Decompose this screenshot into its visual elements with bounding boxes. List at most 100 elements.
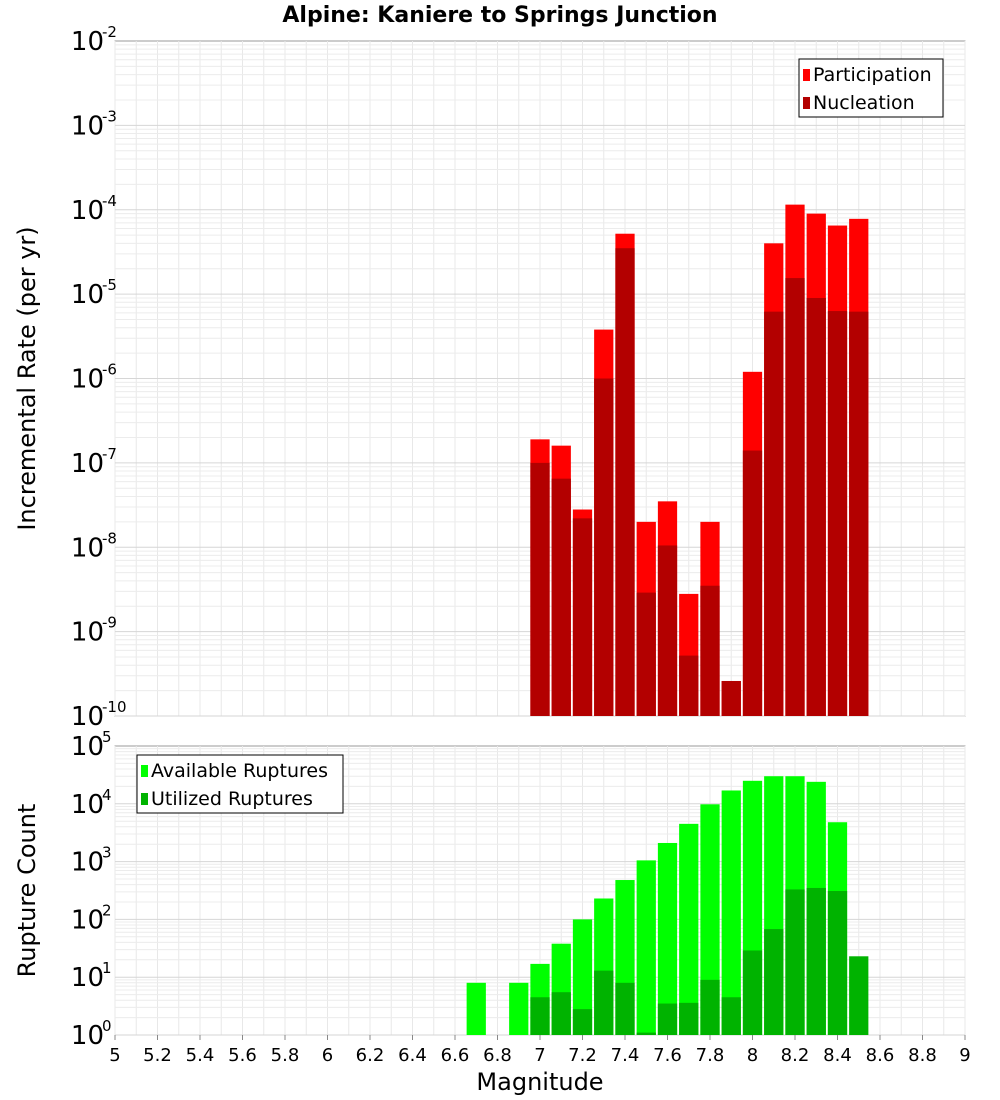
- bar-utilized-ruptures: [849, 956, 869, 1035]
- y-tick-label: 10: [71, 27, 104, 57]
- x-tick-label: 8.4: [823, 1045, 852, 1066]
- y-tick-label: 10: [71, 905, 104, 935]
- rupture-legend-box: [136, 754, 344, 814]
- chart-title: Alpine: Kaniere to Springs Junction: [282, 3, 717, 28]
- legend-swatch-available: [141, 765, 148, 777]
- bar-available-ruptures: [679, 823, 699, 1035]
- legend-swatch-utilized: [141, 793, 148, 805]
- bar-nucleation: [572, 518, 593, 716]
- bar-available-ruptures: [572, 919, 593, 1035]
- legend-label-utilized: Utilized Ruptures: [151, 788, 313, 810]
- magnitude-x-ticks: 5 5.2 5.4 5.6 5.8 6 6.2 6.4 6.6 6.8 7 7.2 7.4 7.6 7.8 8…: [109, 1035, 971, 1066]
- y-tick-exponent: 1: [102, 959, 112, 977]
- x-tick-label: 6.8: [483, 1045, 512, 1066]
- bar-nucleation: [785, 278, 805, 716]
- legend-label-available: Available Ruptures: [151, 760, 328, 782]
- y-tick-exponent: -10: [102, 698, 127, 716]
- bar-utilized-ruptures: [700, 979, 720, 1035]
- x-tick-label: 8: [747, 1045, 758, 1066]
- bar-utilized-ruptures: [551, 992, 571, 1035]
- bar-nucleation: [721, 680, 741, 716]
- x-tick-label: 7: [534, 1045, 545, 1066]
- x-tick-label: 7.8: [696, 1045, 725, 1066]
- bar-nucleation: [742, 450, 763, 716]
- x-tick-label: 6.6: [441, 1045, 470, 1066]
- bar-available-ruptures: [657, 842, 678, 1035]
- x-tick-label: 8.2: [781, 1045, 810, 1066]
- y-tick-label: 10: [71, 732, 104, 762]
- bar-nucleation: [594, 378, 614, 716]
- y-tick-exponent: -6: [102, 361, 117, 379]
- bar-nucleation: [551, 478, 571, 716]
- y-tick-exponent: 5: [102, 728, 112, 746]
- bar-utilized-ruptures: [615, 982, 635, 1035]
- legend-swatch-participation: [803, 69, 810, 81]
- y-tick-label: 10: [71, 963, 104, 993]
- x-tick-label: 9: [959, 1045, 970, 1066]
- bar-available-ruptures: [721, 790, 741, 1035]
- y-tick-label: 10: [71, 848, 104, 878]
- y-tick-exponent: -8: [102, 529, 117, 547]
- rate-legend: Participation Nucleation: [798, 58, 944, 118]
- y-tick-exponent: -5: [102, 276, 117, 294]
- y-tick-label: 10: [71, 790, 104, 820]
- y-tick-label: 10: [71, 196, 104, 226]
- bar-nucleation: [806, 297, 826, 716]
- bar-available-ruptures: [700, 804, 720, 1035]
- rate-legend-box: [798, 58, 944, 118]
- x-tick-label: 6.2: [356, 1045, 385, 1066]
- x-tick-label: 5.8: [271, 1045, 300, 1066]
- bar-nucleation: [636, 592, 656, 716]
- bar-nucleation: [700, 585, 720, 716]
- bar-utilized-ruptures: [806, 887, 826, 1035]
- y-tick-exponent: -7: [102, 445, 117, 463]
- legend-label-participation: Participation: [813, 64, 932, 86]
- y-tick-exponent: -9: [102, 614, 117, 632]
- x-tick-label: 7.2: [568, 1045, 597, 1066]
- x-tick-label: 8.6: [866, 1045, 895, 1066]
- bar-utilized-ruptures: [530, 997, 550, 1035]
- bar-available-ruptures: [636, 860, 656, 1035]
- x-tick-label: 6.4: [398, 1045, 427, 1066]
- x-tick-label: 8.8: [908, 1045, 937, 1066]
- y-tick-label: 10: [71, 280, 104, 310]
- y-tick-label: 10: [71, 1021, 104, 1051]
- x-tick-label: 5.6: [228, 1045, 257, 1066]
- y-tick-label: 10: [71, 533, 104, 563]
- bar-utilized-ruptures: [636, 1032, 656, 1035]
- bar-utilized-ruptures: [742, 950, 763, 1035]
- y-tick-label: 10: [71, 702, 104, 732]
- bar-utilized-ruptures: [827, 890, 848, 1035]
- x-tick-label: 6: [322, 1045, 333, 1066]
- y-tick-exponent: -3: [102, 107, 117, 125]
- bar-available-ruptures: [466, 982, 486, 1035]
- bar-utilized-ruptures: [594, 970, 614, 1035]
- x-tick-label: 7.4: [611, 1045, 640, 1066]
- x-tick-label: 5.4: [186, 1045, 215, 1066]
- x-tick-label: 7.6: [653, 1045, 682, 1066]
- rupture-bars: [466, 776, 869, 1035]
- bar-utilized-ruptures: [785, 889, 805, 1035]
- rupture-y-axis-label: Rupture Count: [13, 804, 41, 978]
- bar-utilized-ruptures: [679, 1002, 699, 1035]
- y-tick-label: 10: [71, 618, 104, 648]
- y-tick-exponent: 3: [102, 844, 112, 862]
- bar-utilized-ruptures: [764, 929, 784, 1035]
- y-tick-exponent: -4: [102, 192, 117, 210]
- bar-nucleation: [849, 311, 869, 716]
- bar-nucleation: [679, 655, 699, 716]
- rate-y-axis-label: Incremental Rate (per yr): [13, 226, 41, 530]
- bar-available-ruptures: [509, 982, 529, 1035]
- y-tick-label: 10: [71, 449, 104, 479]
- bar-utilized-ruptures: [572, 1009, 593, 1035]
- rupture-legend: Available Ruptures Utilized Ruptures: [136, 754, 344, 814]
- bar-nucleation: [764, 311, 784, 716]
- y-tick-exponent: 0: [102, 1017, 112, 1035]
- bar-nucleation: [827, 311, 848, 716]
- x-axis-label: Magnitude: [476, 1068, 603, 1096]
